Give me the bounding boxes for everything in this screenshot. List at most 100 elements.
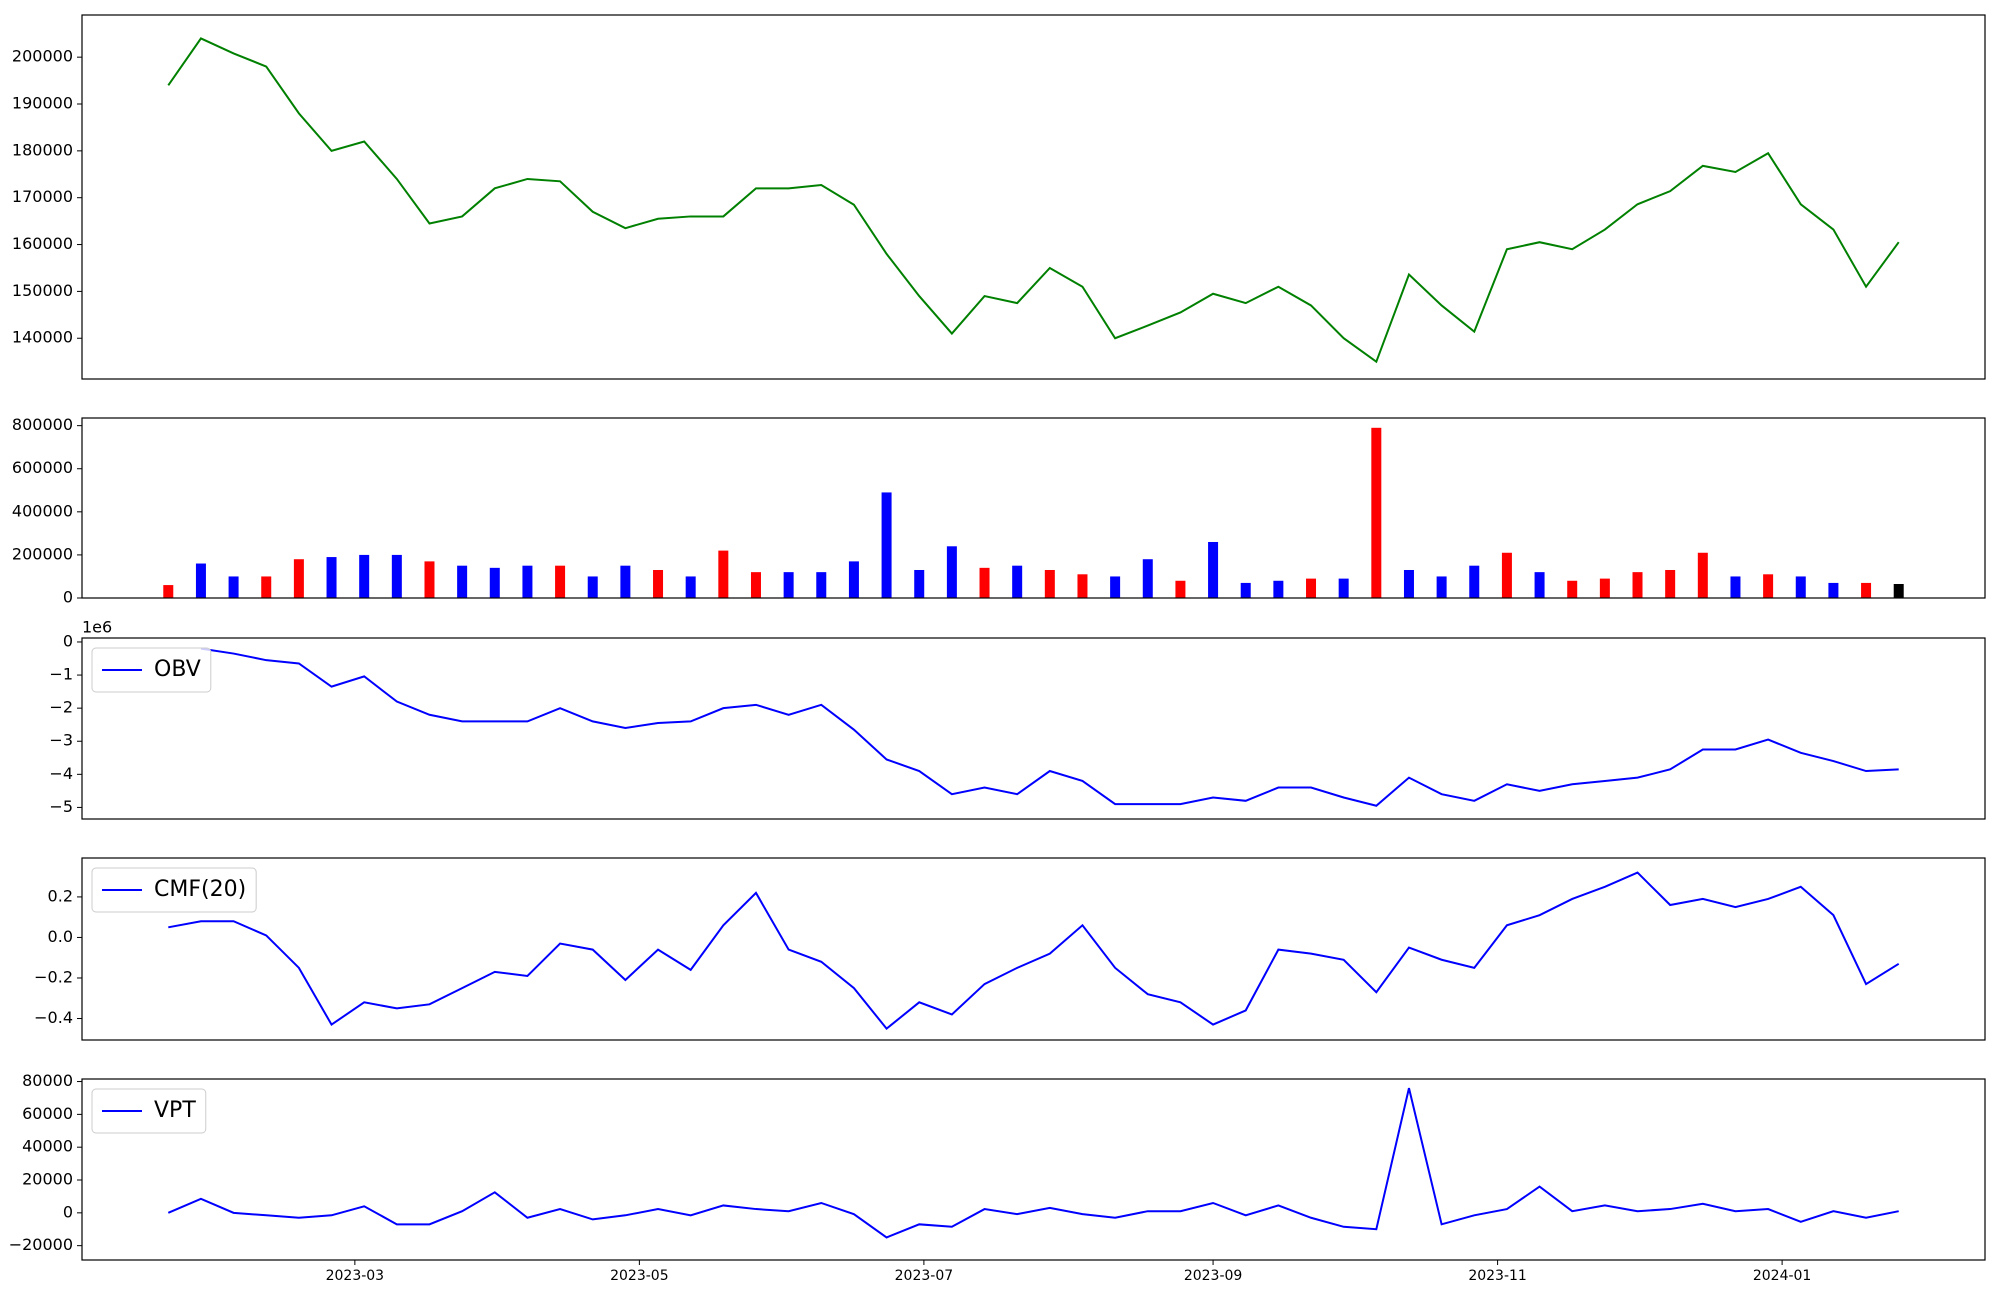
x-tick-label: 2024-01 (1753, 1268, 1812, 1284)
bar (1893, 583, 1904, 598)
plot-frame (81, 857, 1986, 1041)
y-tick-label: 400000 (12, 501, 73, 520)
bar (816, 572, 827, 598)
y-tick-label: −2 (49, 698, 73, 717)
bar (1273, 580, 1284, 598)
bar (228, 576, 239, 598)
y-tick-label: 150000 (12, 281, 73, 300)
bar (1175, 580, 1186, 598)
y-tick-label: 40000 (22, 1137, 73, 1156)
bar (1861, 582, 1872, 598)
bar (1534, 572, 1545, 598)
plot-frame (81, 14, 1986, 380)
line (167, 1087, 1899, 1239)
y-tick-label: 0 (63, 631, 73, 650)
bar (1697, 552, 1708, 598)
bar (914, 569, 925, 598)
y-tick-label: −3 (49, 731, 73, 750)
bar (1632, 572, 1643, 598)
line (168, 871, 1900, 1031)
bar (1044, 569, 1055, 598)
y-tick-label: 800000 (12, 415, 73, 434)
bar (1567, 580, 1578, 598)
legend-label: OBV (154, 657, 201, 682)
bar (1795, 576, 1806, 598)
y-tick-label: 0 (63, 588, 73, 607)
y-tick-label: 0.0 (48, 927, 73, 946)
bar (326, 557, 337, 598)
axis-offset-label: 1e6 (82, 618, 112, 637)
bar (1142, 559, 1153, 598)
bar (979, 567, 990, 598)
bar (1110, 576, 1121, 598)
bar (783, 572, 794, 598)
y-tick-label: −20000 (9, 1235, 73, 1254)
bar (1501, 552, 1512, 598)
bar (848, 561, 859, 598)
bar (1828, 582, 1839, 598)
bar (1599, 578, 1610, 598)
bar (391, 554, 402, 598)
bar (1469, 565, 1480, 598)
bar (653, 569, 664, 598)
y-tick-label: 200000 (12, 544, 73, 563)
plot-frame (81, 1078, 1986, 1261)
y-tick-label: 0 (63, 1202, 73, 1221)
legend: CMF(20) (91, 867, 257, 913)
x-tick-label: 2023-03 (326, 1268, 385, 1284)
line (200, 647, 1899, 807)
y-tick-label: 60000 (22, 1104, 73, 1123)
y-tick-label: −4 (49, 764, 73, 783)
bar (457, 565, 468, 598)
bar (1338, 578, 1349, 598)
legend: VPT (91, 1088, 207, 1134)
legend-box (91, 867, 257, 913)
bar (1208, 541, 1219, 598)
bar (946, 546, 957, 598)
bar (261, 576, 272, 598)
y-tick-label: 160000 (12, 234, 73, 253)
y-tick-label: −1 (49, 665, 73, 684)
y-tick-label: 140000 (12, 328, 73, 347)
bar (1240, 582, 1251, 598)
bar (685, 576, 696, 598)
x-tick-label: 2023-05 (610, 1268, 669, 1284)
y-tick-label: 600000 (12, 458, 73, 477)
bar (1306, 578, 1317, 598)
y-tick-label: −0.4 (34, 1008, 73, 1027)
y-tick-label: 0.2 (48, 886, 73, 905)
bar (1077, 574, 1088, 598)
x-tick-label: 2023-11 (1468, 1268, 1527, 1284)
legend-box (91, 647, 212, 693)
legend-label: VPT (154, 1098, 196, 1123)
bar (718, 550, 729, 598)
bar (1012, 565, 1023, 598)
bar (522, 565, 533, 598)
y-tick-label: 170000 (12, 187, 73, 206)
bar (555, 565, 566, 598)
legend-box (91, 1088, 207, 1134)
bar (750, 572, 761, 598)
plot-frame (81, 417, 1986, 599)
bar (1730, 576, 1741, 598)
y-tick-label: −5 (49, 797, 73, 816)
legend-label: CMF(20) (154, 877, 246, 902)
bar (1403, 569, 1414, 598)
x-tick-label: 2023-09 (1184, 1268, 1243, 1284)
y-tick-label: −0.2 (34, 967, 73, 986)
bar (293, 559, 304, 598)
y-tick-label: 190000 (12, 94, 73, 113)
legend: OBV (91, 647, 212, 693)
bar (587, 576, 598, 598)
bar (620, 565, 631, 598)
y-tick-label: 180000 (12, 140, 73, 159)
y-tick-label: 20000 (22, 1170, 73, 1189)
bar (1371, 427, 1382, 598)
plot-frame (81, 637, 1986, 820)
y-tick-label: 200000 (12, 47, 73, 66)
y-tick-label: 80000 (22, 1071, 73, 1090)
bar (881, 492, 892, 598)
bar (424, 561, 435, 598)
